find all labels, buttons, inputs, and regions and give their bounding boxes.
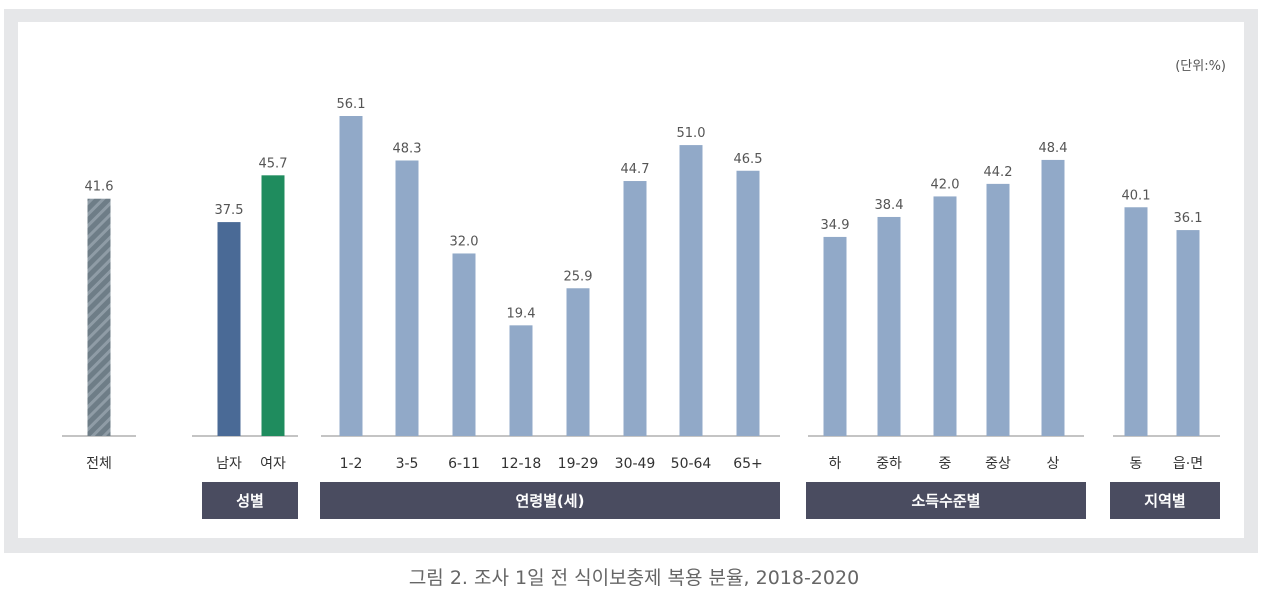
bar xyxy=(395,160,419,436)
group-header-label: 지역별 xyxy=(1144,492,1185,510)
category-label: 12-18 xyxy=(501,456,542,472)
data-label: 32.0 xyxy=(450,234,479,249)
bar xyxy=(339,116,363,436)
category-label: 남자 xyxy=(216,456,242,472)
group-header-box xyxy=(1110,482,1220,519)
category-label: 50-64 xyxy=(671,456,712,472)
bar xyxy=(217,222,241,436)
unit-label: (단위:%) xyxy=(1175,59,1226,74)
category-label: 읍·면 xyxy=(1173,456,1203,472)
data-label: 40.1 xyxy=(1122,188,1151,203)
bar xyxy=(509,325,533,436)
bar xyxy=(823,236,847,436)
group-header-label: 성별 xyxy=(236,492,264,510)
data-label: 46.5 xyxy=(734,152,763,167)
bar xyxy=(261,175,285,436)
data-label: 44.7 xyxy=(621,162,650,177)
bar xyxy=(877,216,901,436)
bar xyxy=(736,170,760,437)
category-label: 1-2 xyxy=(340,456,363,472)
bar xyxy=(933,196,957,436)
data-label: 25.9 xyxy=(564,269,593,284)
category-label: 중하 xyxy=(876,456,902,472)
data-label: 37.5 xyxy=(215,203,244,218)
data-label: 42.0 xyxy=(931,177,960,192)
category-label: 상 xyxy=(1047,456,1060,472)
data-label: 38.4 xyxy=(875,198,904,213)
bar xyxy=(986,183,1010,436)
category-label: 3-5 xyxy=(396,456,419,472)
data-label: 41.6 xyxy=(85,180,114,195)
bar xyxy=(623,181,647,436)
category-label: 하 xyxy=(829,456,842,472)
data-label: 51.0 xyxy=(677,126,706,141)
bar xyxy=(679,145,703,436)
category-label: 여자 xyxy=(260,456,286,472)
category-label: 65+ xyxy=(733,456,763,472)
data-label: 48.3 xyxy=(393,141,422,156)
data-label: 56.1 xyxy=(337,97,366,112)
data-label: 44.2 xyxy=(984,165,1013,180)
bar xyxy=(452,253,476,436)
bars-layer xyxy=(87,116,1200,437)
group-header-box xyxy=(320,482,780,519)
group-header-box xyxy=(806,482,1086,519)
category-label: 중 xyxy=(939,456,952,472)
category-label: 동 xyxy=(1130,456,1143,472)
data-label: 36.1 xyxy=(1174,211,1203,226)
category-label: 중상 xyxy=(985,456,1011,472)
bar xyxy=(1124,207,1148,436)
group-header-label: 소득수준별 xyxy=(911,492,980,510)
data-label: 45.7 xyxy=(259,156,288,171)
group-header-box xyxy=(202,482,298,519)
bar xyxy=(1041,159,1065,436)
data-label: 34.9 xyxy=(821,218,850,233)
category-label: 30-49 xyxy=(615,456,656,472)
category-label: 19-29 xyxy=(558,456,599,472)
data-label: 19.4 xyxy=(507,306,536,321)
bar xyxy=(1176,230,1200,436)
category-label: 6-11 xyxy=(448,456,480,472)
data-label: 48.4 xyxy=(1039,141,1068,156)
figure-caption: 그림 2. 조사 1일 전 식이보충제 복용 분율, 2018-2020 xyxy=(408,567,860,589)
bar xyxy=(566,288,590,436)
category-label: 전체 xyxy=(86,456,112,472)
bar xyxy=(87,198,111,436)
group-header-label: 연령별(세) xyxy=(516,492,585,510)
